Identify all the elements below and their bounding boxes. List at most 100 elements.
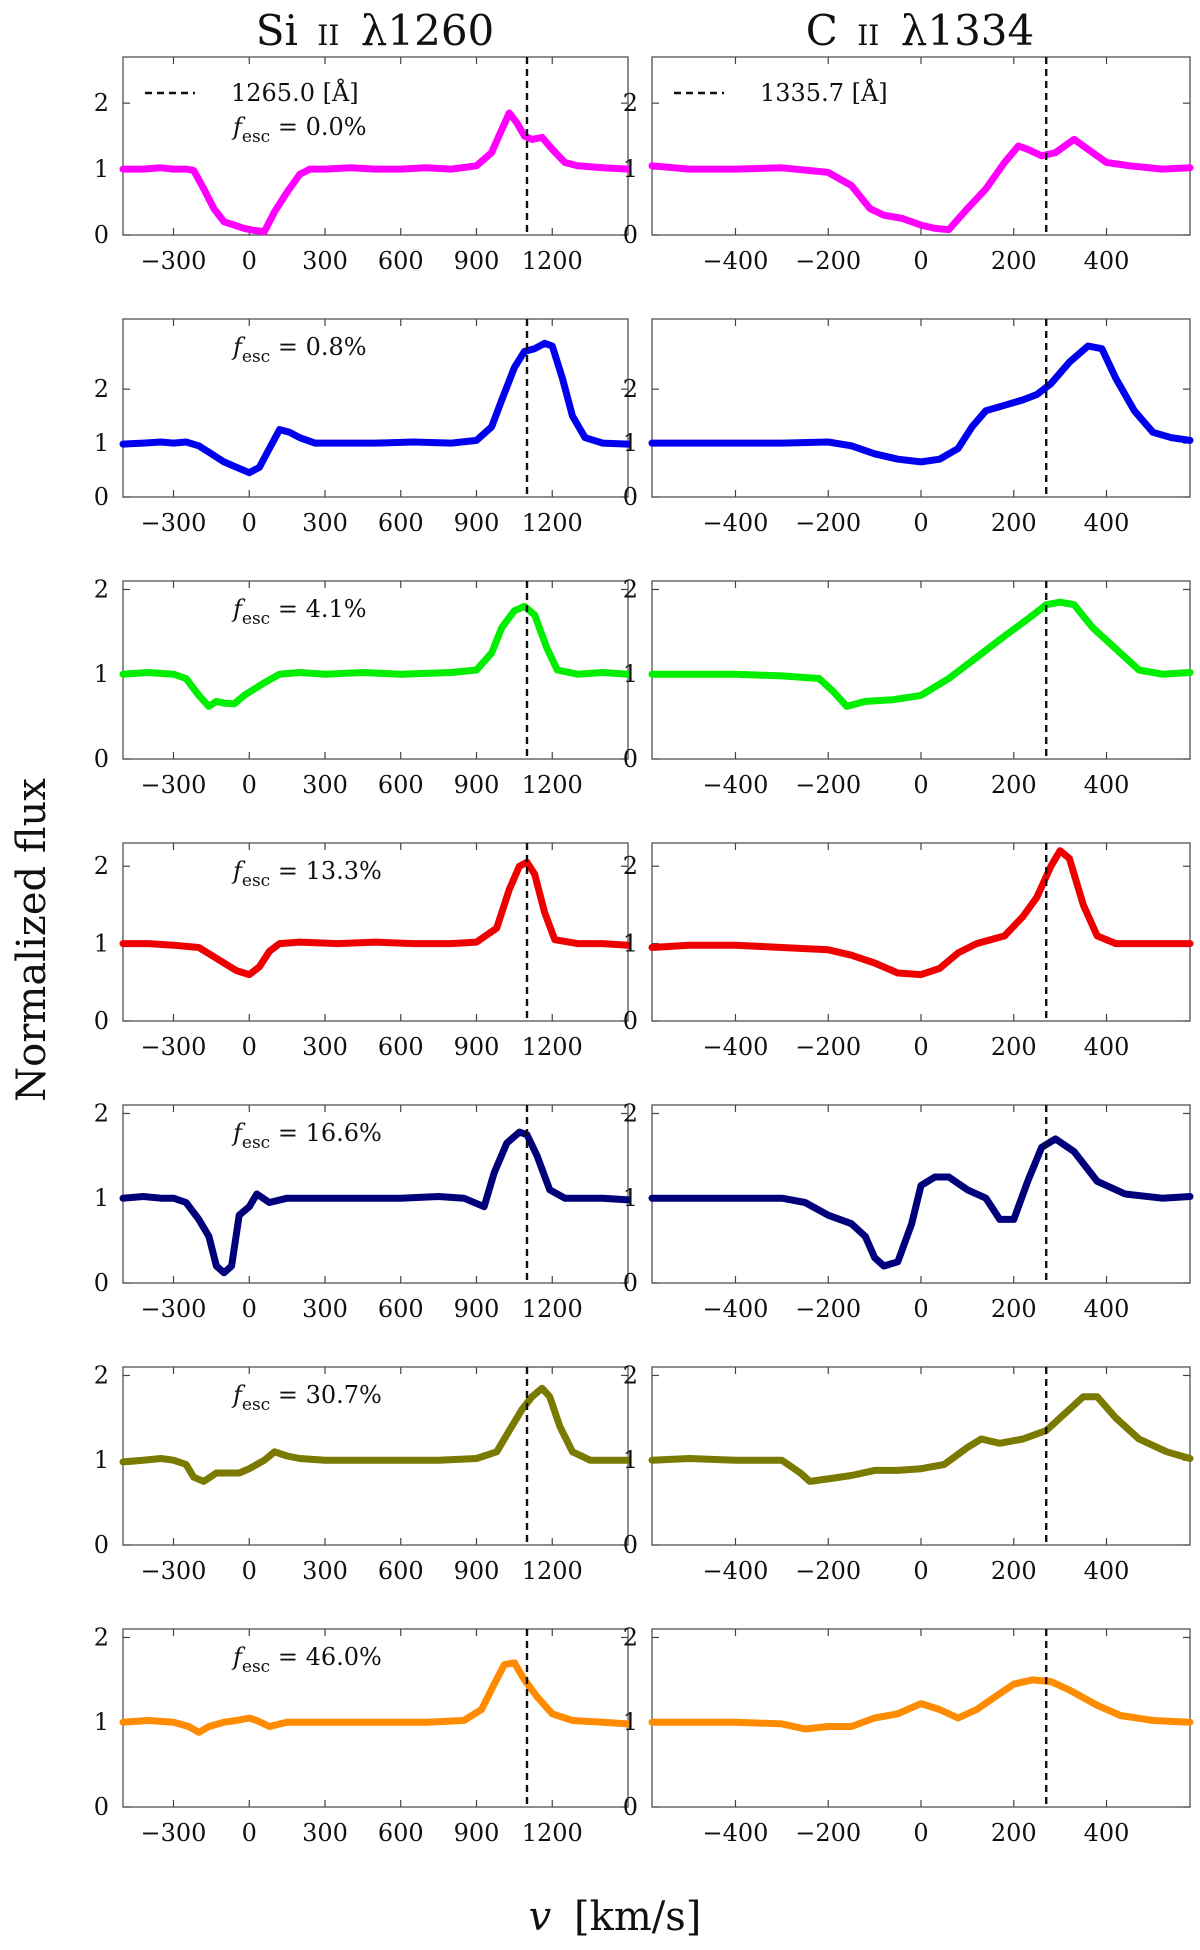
- legend-label: 1335.7 [Å]: [760, 78, 888, 107]
- x-tick-label: 0: [913, 509, 928, 537]
- x-tick-label: 1200: [522, 771, 583, 799]
- x-tick-label: −400: [703, 1819, 769, 1847]
- x-tick-label: 400: [1084, 1557, 1130, 1585]
- fesc-annotation: fesc = 4.1%: [231, 595, 367, 629]
- x-tick-label: 300: [302, 247, 348, 275]
- y-tick-label: 2: [94, 852, 109, 880]
- x-tick-label: −400: [703, 1557, 769, 1585]
- panel-si-row-2: 0 1 2 −300 0 300 600 900 1200 fesc = 4.1%: [94, 575, 632, 799]
- panel-si-row-1: 0 1 2 −300 0 300 600 900 1200 fesc = 0.8%: [94, 318, 632, 537]
- fesc-annotation: fesc = 0.0%: [231, 113, 367, 147]
- x-tick-label: −200: [795, 1033, 861, 1061]
- series-line-c: [648, 598, 1194, 710]
- y-tick-label: 0: [94, 221, 109, 249]
- series-line-c: [648, 1135, 1194, 1270]
- panel-frame: [122, 318, 629, 498]
- x-tick-label: 0: [913, 1819, 928, 1847]
- x-tick-label: −300: [141, 509, 207, 537]
- panel-frame: [651, 1628, 1191, 1808]
- series-line-c: [648, 1676, 1194, 1733]
- x-tick-label: 400: [1084, 1295, 1130, 1323]
- x-tick-label: −200: [795, 509, 861, 537]
- x-tick-label: 200: [991, 1033, 1037, 1061]
- x-tick-label: −200: [795, 1557, 861, 1585]
- y-tick-label: 1: [94, 930, 109, 958]
- panel-c-row-6: 0 1 2 −400 −200 0 200 400: [623, 1623, 1194, 1847]
- panel-frame: [651, 580, 1191, 760]
- series-line-c: [648, 1393, 1194, 1485]
- y-tick-label: 1: [94, 1184, 109, 1212]
- x-tick-label: −200: [795, 771, 861, 799]
- y-tick-label: 1: [94, 1446, 109, 1474]
- x-tick-label: 0: [242, 247, 257, 275]
- series-line-si: [119, 1384, 632, 1485]
- x-tick-label: 200: [991, 771, 1037, 799]
- x-tick-label: −400: [703, 247, 769, 275]
- x-tick-label: 600: [378, 509, 424, 537]
- x-tick-label: −200: [795, 247, 861, 275]
- series-line-si: [119, 1659, 632, 1736]
- x-tick-label: 0: [913, 1295, 928, 1323]
- y-tick-label: 2: [94, 375, 109, 403]
- x-tick-label: 200: [991, 247, 1037, 275]
- y-tick-label: 0: [94, 1269, 109, 1297]
- column-title-c: C II λ1334: [806, 6, 1035, 55]
- x-tick-label: 1200: [522, 509, 583, 537]
- x-tick-label: 600: [378, 771, 424, 799]
- x-tick-label: 600: [378, 247, 424, 275]
- panel-c-row-3: 0 1 2 −400 −200 0 200 400: [623, 842, 1194, 1061]
- x-tick-label: 300: [302, 1295, 348, 1323]
- x-tick-label: 400: [1084, 247, 1130, 275]
- y-tick-label: 2: [94, 89, 109, 117]
- x-tick-label: 900: [454, 771, 500, 799]
- panel-c-row-4: 0 1 2 −400 −200 0 200 400: [623, 1099, 1194, 1323]
- panel-frame: [651, 842, 1191, 1022]
- x-tick-label: 0: [913, 771, 928, 799]
- x-tick-label: 200: [991, 509, 1037, 537]
- x-tick-label: −400: [703, 1295, 769, 1323]
- panel-si-row-0: 0 1 2 −300 0 300 600 900 1200 1265.0 [Å] fesc = 0.…: [94, 56, 632, 275]
- x-tick-label: 200: [991, 1557, 1037, 1585]
- y-tick-label: 2: [623, 375, 638, 403]
- series-line-c: [648, 847, 1194, 979]
- y-tick-label: 2: [94, 1099, 109, 1127]
- x-tick-label: −200: [795, 1295, 861, 1323]
- panel-si-row-6: 0 1 2 −300 0 300 600 900 1200 fesc = 46.0%: [94, 1623, 632, 1847]
- panel-frame: [122, 1366, 629, 1546]
- y-tick-label: 0: [94, 1531, 109, 1559]
- panel-frame: [122, 56, 629, 236]
- panel-si-row-3: 0 1 2 −300 0 300 600 900 1200 fesc = 13.3%: [94, 842, 632, 1061]
- x-axis-label: v [km/s]: [529, 1894, 702, 1940]
- y-tick-label: 2: [623, 575, 638, 603]
- panel-frame: [122, 1628, 629, 1808]
- x-tick-label: 600: [378, 1295, 424, 1323]
- y-tick-label: 1: [94, 429, 109, 457]
- y-tick-label: 1: [94, 1708, 109, 1736]
- x-tick-label: 300: [302, 1557, 348, 1585]
- x-tick-label: −400: [703, 771, 769, 799]
- x-tick-label: 900: [454, 1557, 500, 1585]
- series-line-si: [119, 602, 632, 710]
- x-tick-label: −300: [141, 1033, 207, 1061]
- x-tick-label: 600: [378, 1819, 424, 1847]
- y-axis-label: Normalized flux: [9, 778, 55, 1102]
- panel-c-row-0: 0 1 2 −400 −200 0 200 400 1335.7 [Å]: [623, 56, 1194, 275]
- panel-c-row-5: 0 1 2 −400 −200 0 200 400: [623, 1361, 1194, 1585]
- x-tick-label: 300: [302, 771, 348, 799]
- y-tick-label: 0: [623, 221, 638, 249]
- series-line-c: [648, 342, 1194, 466]
- x-tick-label: 0: [913, 247, 928, 275]
- legend-label: 1265.0 [Å]: [231, 78, 359, 107]
- x-tick-label: 1200: [522, 1819, 583, 1847]
- x-tick-label: −300: [141, 771, 207, 799]
- x-tick-label: −300: [141, 1819, 207, 1847]
- x-tick-label: 0: [242, 1557, 257, 1585]
- x-tick-label: 0: [242, 1819, 257, 1847]
- y-tick-label: 0: [623, 1793, 638, 1821]
- panel-si-row-4: 0 1 2 −300 0 300 600 900 1200 fesc = 16.6%: [94, 1099, 632, 1323]
- x-tick-label: 600: [378, 1557, 424, 1585]
- x-tick-label: 200: [991, 1819, 1037, 1847]
- y-tick-label: 2: [623, 1623, 638, 1651]
